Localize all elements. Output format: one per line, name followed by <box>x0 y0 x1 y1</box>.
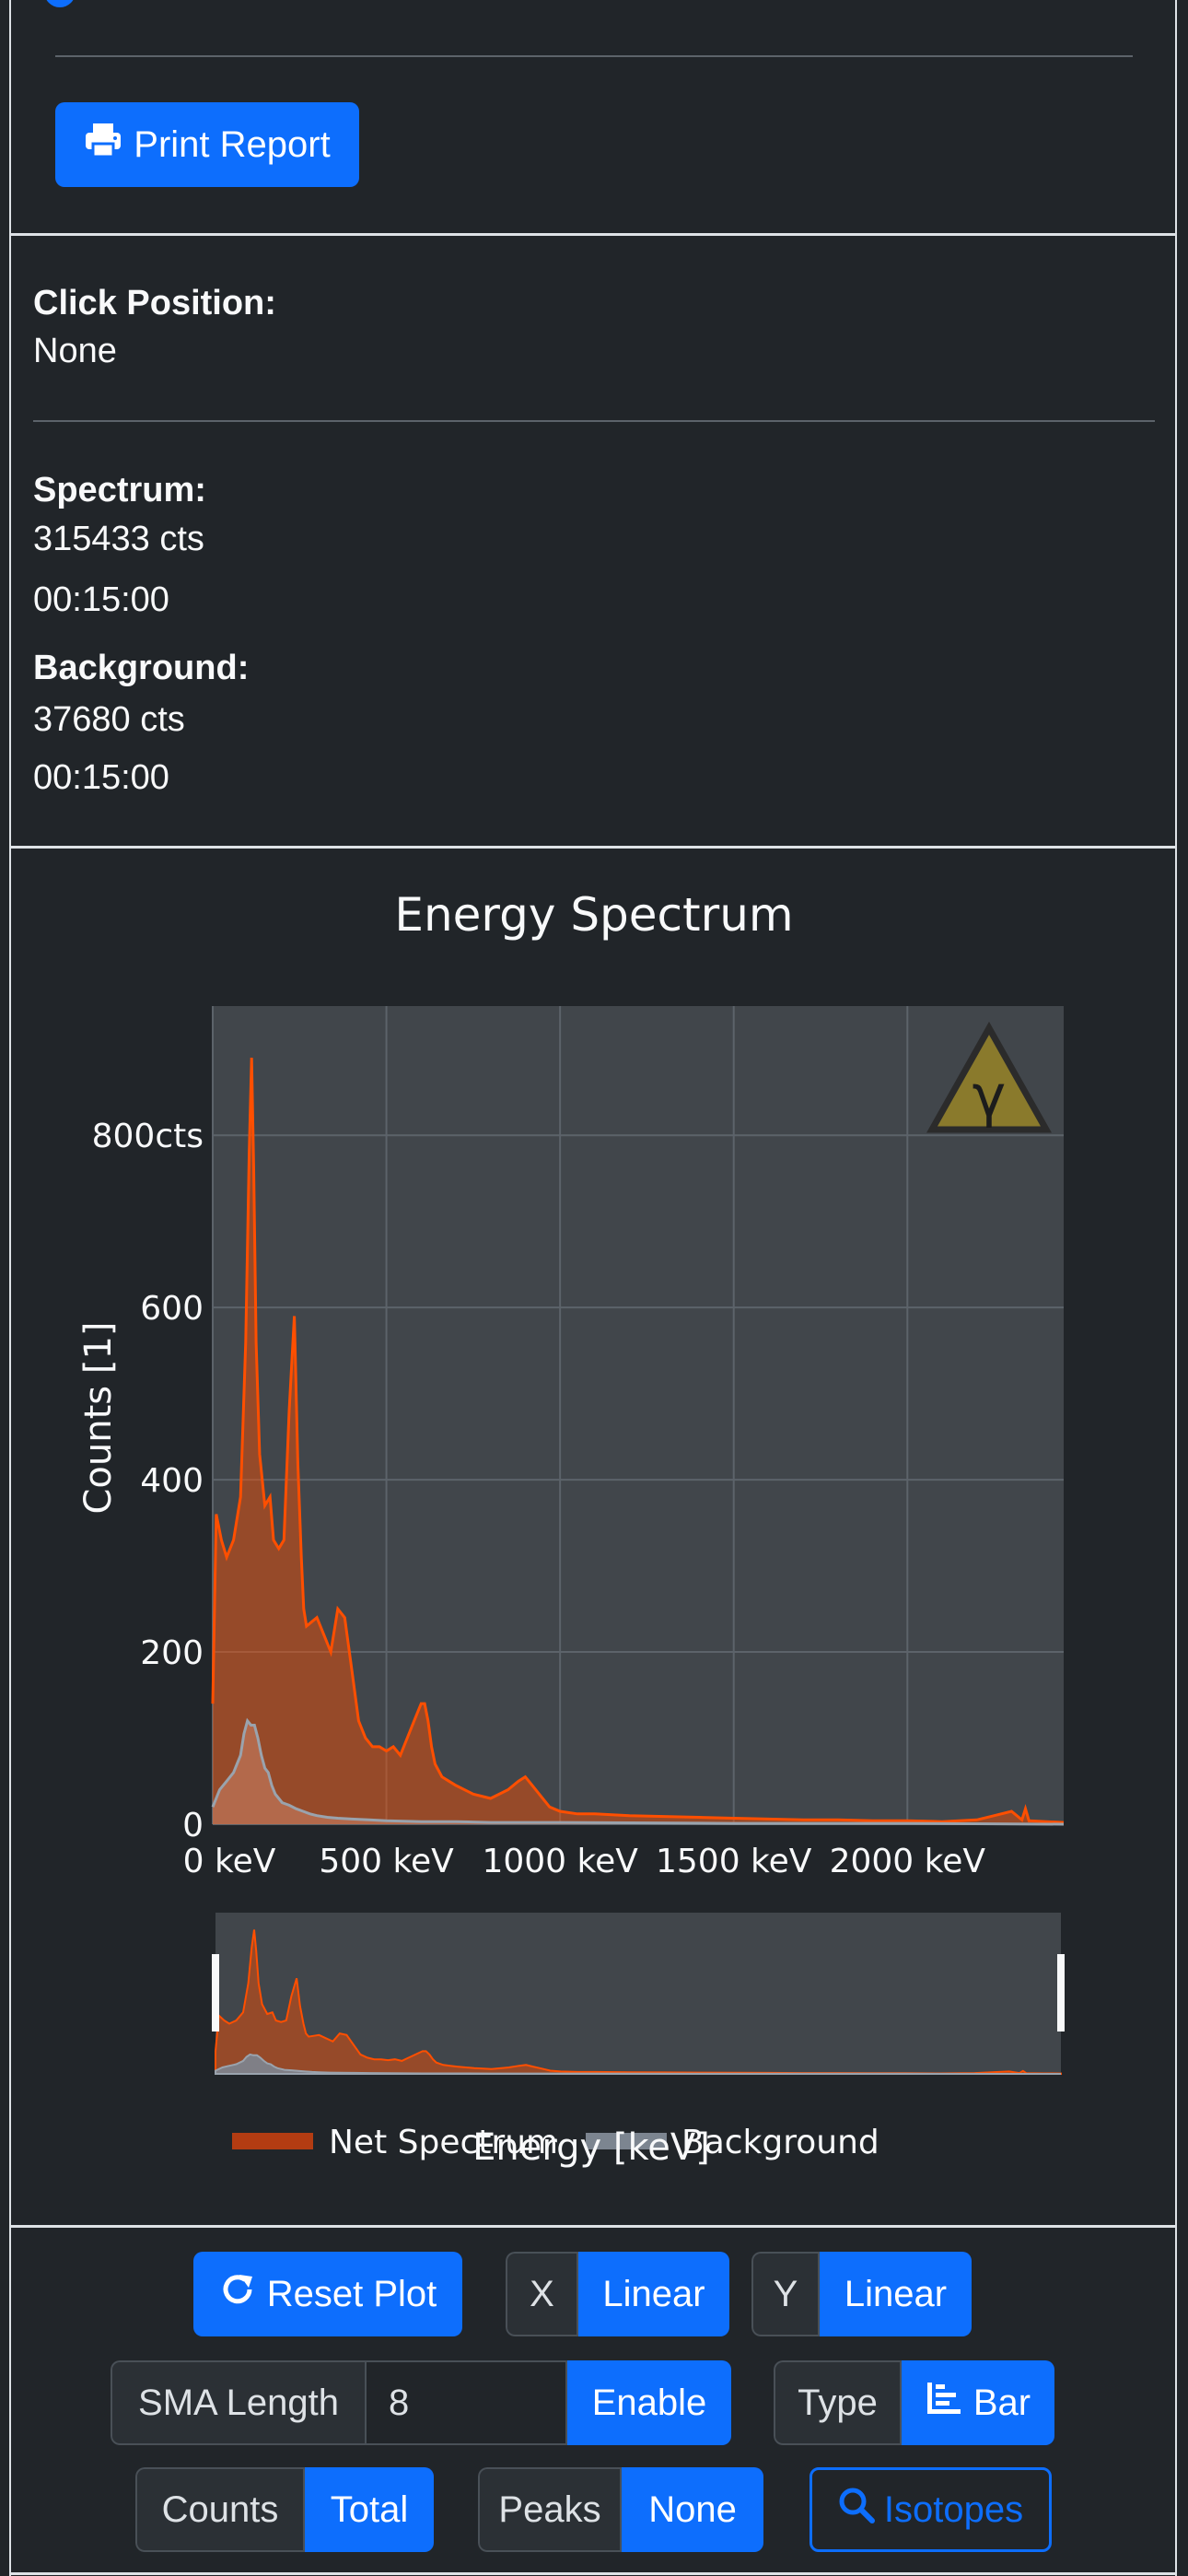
x-axis-label: Energy [keV] <box>472 2126 710 2169</box>
energy-spectrum-chart[interactable]: Energy Spectrum 0 200 400 600 800cts 0 keV 50… <box>11 849 1177 2225</box>
background-time: 00:15:00 <box>33 758 169 797</box>
section-border <box>9 233 1177 236</box>
info-panel <box>9 236 1177 848</box>
peaks-group: Peaks None <box>478 2467 763 2552</box>
divider <box>55 55 1133 57</box>
svg-text:γ: γ <box>973 1062 1007 1130</box>
rotate-icon <box>219 2271 256 2317</box>
counts-group: Counts Total <box>135 2467 434 2552</box>
x-tick-label: 1500 keV <box>656 1843 812 1880</box>
y-tick-label: 600 <box>140 1290 204 1328</box>
sma-group: SMA Length 8 Enable <box>111 2360 731 2445</box>
y-scale-group: Y Linear <box>751 2252 972 2336</box>
print-report-button[interactable]: Print Report <box>55 102 359 187</box>
legend-label-net[interactable]: Net Spectrum <box>329 2124 558 2161</box>
background-label: Background: <box>33 649 250 687</box>
y-tick-label: 400 <box>140 1462 204 1500</box>
gamma-warning-icon: γ <box>926 1021 1052 1133</box>
background-area <box>213 1720 1064 1824</box>
legend-label-background[interactable]: Background <box>681 2124 879 2161</box>
x-tick-label: 2000 keV <box>830 1843 986 1880</box>
printer-icon <box>84 122 122 168</box>
spectrum-counts: 315433 cts <box>33 520 204 558</box>
report-panel <box>9 0 1177 236</box>
y-scale-toggle[interactable]: Linear <box>820 2252 972 2336</box>
sma-enable-button[interactable]: Enable <box>567 2360 731 2445</box>
reset-plot-button[interactable]: Reset Plot <box>193 2252 462 2336</box>
x-scale-toggle[interactable]: Linear <box>578 2252 729 2336</box>
spectrum-time: 00:15:00 <box>33 580 169 619</box>
net-spectrum-area <box>213 1058 1064 1824</box>
search-icon <box>838 2487 875 2533</box>
counts-label: Counts <box>135 2467 305 2552</box>
type-label: Type <box>774 2360 902 2445</box>
y-tick-label: 800cts <box>92 1118 204 1155</box>
range-slider-background-preview <box>215 2053 1062 2075</box>
x-scale-label: X <box>506 2252 578 2336</box>
type-group: Type Bar <box>774 2360 1054 2445</box>
section-border <box>9 846 1177 849</box>
controls-panel <box>9 2228 1177 2576</box>
bar-chart-icon <box>926 2381 962 2425</box>
click-position-label: Click Position: <box>33 284 276 322</box>
range-slider-track[interactable] <box>215 1913 1061 2074</box>
y-tick-label: 0 <box>182 1807 204 1844</box>
print-report-label: Print Report <box>134 123 331 165</box>
sma-length-input[interactable]: 8 <box>367 2360 567 2445</box>
x-tick-label: 1000 keV <box>482 1843 638 1880</box>
type-value: Bar <box>973 2382 1031 2423</box>
x-scale-group: X Linear <box>506 2252 729 2336</box>
peaks-label: Peaks <box>478 2467 622 2552</box>
isotopes-label: Isotopes <box>883 2488 1024 2530</box>
spectrum-label: Spectrum: <box>33 471 206 509</box>
y-axis-label: Counts [1] <box>77 1321 120 1514</box>
sma-length-label: SMA Length <box>111 2360 367 2445</box>
counts-toggle[interactable]: Total <box>305 2467 434 2552</box>
type-toggle[interactable]: Bar <box>902 2360 1054 2445</box>
background-counts: 37680 cts <box>33 700 185 739</box>
y-tick-label: 200 <box>140 1634 204 1672</box>
reset-plot-label: Reset Plot <box>266 2273 437 2314</box>
divider <box>33 420 1155 422</box>
legend-swatch-net[interactable] <box>232 2133 313 2149</box>
section-border <box>9 2572 1177 2575</box>
chart-title: Energy Spectrum <box>394 888 793 942</box>
radio-selected[interactable] <box>44 0 76 7</box>
y-scale-label: Y <box>751 2252 820 2336</box>
section-border <box>9 2225 1177 2228</box>
x-tick-label: 500 keV <box>319 1843 454 1880</box>
peaks-toggle[interactable]: None <box>622 2467 763 2552</box>
x-tick-label: 0 keV <box>183 1843 276 1880</box>
isotopes-button[interactable]: Isotopes <box>809 2467 1052 2552</box>
range-slider-left-handle[interactable] <box>212 1954 219 2032</box>
range-slider-right-handle[interactable] <box>1057 1954 1065 2032</box>
click-position-value: None <box>33 332 117 370</box>
net-spectrum-line <box>211 1058 1065 1824</box>
chart-legend: Net Spectrum Background <box>232 2124 879 2161</box>
legend-swatch-background[interactable] <box>586 2133 667 2149</box>
background-line <box>211 1717 1065 1826</box>
chart-panel <box>9 849 1177 2227</box>
